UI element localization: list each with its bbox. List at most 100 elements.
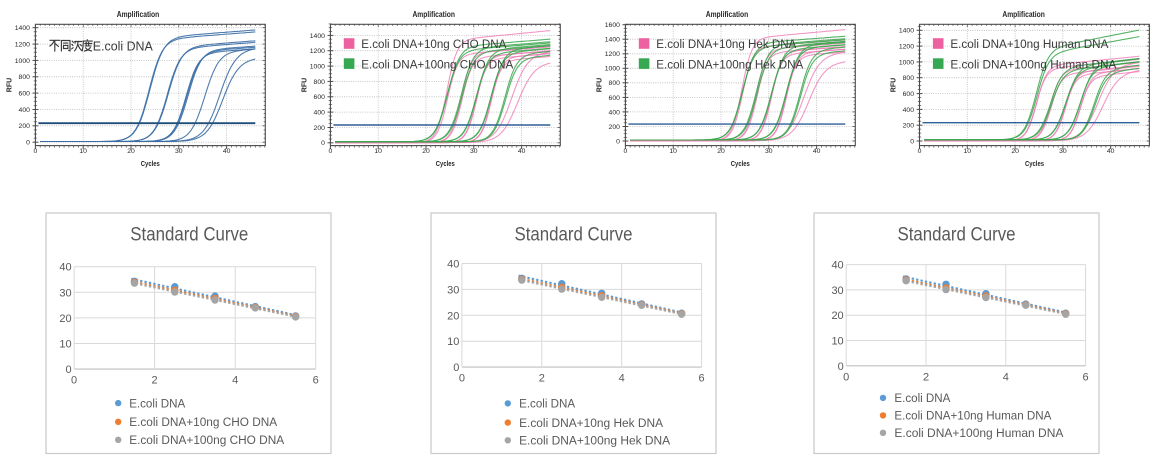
svg-text:E.coli DNA: E.coli DNA — [519, 397, 576, 411]
svg-text:E.coli DNA+10ng Hek DNA: E.coli DNA+10ng Hek DNA — [656, 37, 797, 51]
svg-text:30: 30 — [175, 148, 183, 155]
svg-text:800: 800 — [903, 75, 915, 82]
svg-text:E.coli DNA+100ng Hek DNA: E.coli DNA+100ng Hek DNA — [519, 434, 671, 448]
svg-text:400: 400 — [19, 107, 31, 114]
svg-text:30: 30 — [831, 285, 843, 297]
svg-text:0: 0 — [459, 373, 465, 385]
svg-text:1400: 1400 — [605, 37, 620, 44]
svg-text:6: 6 — [699, 373, 705, 385]
svg-text:2: 2 — [923, 371, 929, 383]
svg-text:1200: 1200 — [310, 48, 325, 55]
svg-text:RFU: RFU — [301, 78, 308, 93]
svg-text:2: 2 — [152, 375, 158, 387]
svg-text:4: 4 — [1003, 371, 1009, 383]
svg-text:E.coli DNA+10ng Human DNA: E.coli DNA+10ng Human DNA — [950, 37, 1109, 51]
svg-text:4: 4 — [232, 375, 238, 387]
svg-text:0: 0 — [65, 364, 71, 376]
svg-text:400: 400 — [314, 110, 326, 117]
svg-text:4: 4 — [619, 373, 625, 385]
svg-text:10: 10 — [964, 148, 972, 155]
svg-text:800: 800 — [609, 80, 621, 87]
svg-text:E.coli DNA+10ng Hek DNA: E.coli DNA+10ng Hek DNA — [519, 416, 664, 430]
svg-text:Cycles: Cycles — [141, 159, 160, 168]
svg-text:10: 10 — [447, 336, 459, 348]
svg-text:30: 30 — [59, 287, 71, 299]
svg-text:Standard Curve: Standard Curve — [898, 225, 1016, 246]
svg-text:0: 0 — [910, 138, 914, 145]
svg-text:1200: 1200 — [605, 51, 620, 58]
svg-text:Standard Curve: Standard Curve — [515, 225, 633, 246]
svg-text:10: 10 — [831, 336, 843, 348]
svg-text:Cycles: Cycles — [436, 159, 455, 168]
svg-text:E.coli DNA+10ng Human DNA: E.coli DNA+10ng Human DNA — [894, 409, 1052, 423]
svg-text:20: 20 — [422, 148, 430, 155]
svg-text:Amplification: Amplification — [706, 10, 749, 19]
svg-text:600: 600 — [903, 91, 915, 98]
svg-text:0: 0 — [26, 140, 30, 147]
svg-text:1000: 1000 — [899, 59, 914, 66]
svg-text:6: 6 — [313, 375, 319, 387]
svg-text:30: 30 — [765, 148, 773, 155]
svg-text:0: 0 — [918, 148, 922, 155]
svg-text:1000: 1000 — [15, 58, 30, 65]
svg-text:0: 0 — [453, 362, 459, 374]
svg-text:20: 20 — [717, 148, 725, 155]
svg-text:E.coli DNA: E.coli DNA — [894, 391, 951, 405]
svg-text:E.coli DNA+100ng Human DNA: E.coli DNA+100ng Human DNA — [950, 58, 1117, 72]
svg-text:0: 0 — [838, 361, 844, 373]
svg-text:20: 20 — [1011, 148, 1019, 155]
svg-text:30: 30 — [470, 148, 478, 155]
svg-text:E.coli DNA+10ng CHO DNA: E.coli DNA+10ng CHO DNA — [129, 415, 278, 429]
svg-text:20: 20 — [59, 313, 71, 325]
svg-text:400: 400 — [903, 107, 915, 114]
svg-text:2: 2 — [539, 373, 545, 385]
svg-text:40: 40 — [447, 259, 459, 271]
svg-text:E.coli DNA+10ng CHO DNA: E.coli DNA+10ng CHO DNA — [361, 37, 507, 51]
svg-text:Amplification: Amplification — [117, 10, 160, 19]
svg-text:1200: 1200 — [899, 44, 914, 51]
svg-text:Amplification: Amplification — [1002, 10, 1045, 19]
svg-text:40: 40 — [223, 148, 231, 155]
svg-text:1400: 1400 — [15, 25, 30, 32]
svg-text:0: 0 — [34, 148, 38, 155]
svg-text:0: 0 — [71, 375, 77, 387]
svg-text:Cycles: Cycles — [731, 159, 750, 168]
svg-text:800: 800 — [19, 74, 31, 81]
svg-text:200: 200 — [19, 123, 31, 130]
svg-text:20: 20 — [127, 148, 135, 155]
svg-text:200: 200 — [903, 123, 915, 130]
svg-text:RFU: RFU — [891, 78, 898, 93]
svg-text:600: 600 — [314, 94, 326, 101]
svg-text:200: 200 — [314, 125, 326, 132]
svg-text:RFU: RFU — [6, 78, 13, 93]
svg-text:E.coli DNA+100ng Hek DNA: E.coli DNA+100ng Hek DNA — [656, 58, 804, 72]
svg-text:6: 6 — [1083, 371, 1089, 383]
svg-text:30: 30 — [447, 284, 459, 296]
svg-text:RFU: RFU — [596, 78, 603, 93]
svg-text:1600: 1600 — [605, 22, 620, 29]
svg-text:10: 10 — [59, 339, 71, 351]
svg-text:Standard Curve: Standard Curve — [130, 225, 248, 246]
svg-text:0: 0 — [329, 148, 333, 155]
svg-text:40: 40 — [1107, 148, 1115, 155]
svg-text:1200: 1200 — [15, 42, 30, 49]
svg-text:E.coli DNA: E.coli DNA — [129, 396, 186, 410]
svg-text:1400: 1400 — [899, 28, 914, 35]
svg-text:10: 10 — [374, 148, 382, 155]
svg-text:10: 10 — [669, 148, 677, 155]
svg-text:600: 600 — [609, 95, 621, 102]
svg-text:E.coli DNA+100ng Human DNA: E.coli DNA+100ng Human DNA — [894, 426, 1064, 440]
svg-text:40: 40 — [831, 260, 843, 272]
svg-text:200: 200 — [609, 124, 621, 131]
svg-text:20: 20 — [831, 310, 843, 322]
svg-text:10: 10 — [79, 148, 87, 155]
svg-text:1400: 1400 — [310, 33, 325, 40]
svg-text:600: 600 — [19, 91, 31, 98]
svg-text:1000: 1000 — [310, 64, 325, 71]
svg-text:Amplification: Amplification — [412, 10, 455, 19]
svg-text:E.coli DNA+100ng CHO DNA: E.coli DNA+100ng CHO DNA — [129, 433, 285, 447]
svg-text:Cycles: Cycles — [1025, 159, 1044, 168]
svg-text:40: 40 — [518, 148, 526, 155]
svg-text:0: 0 — [321, 140, 325, 147]
svg-text:40: 40 — [813, 148, 821, 155]
